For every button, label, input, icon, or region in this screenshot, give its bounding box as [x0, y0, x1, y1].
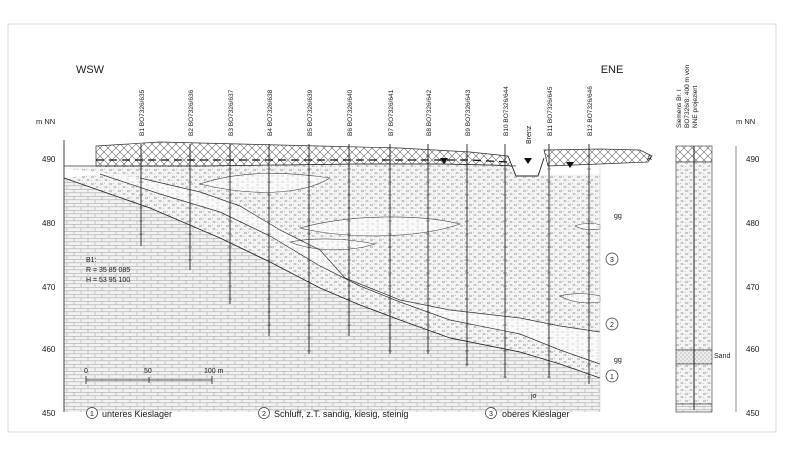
borehole-label-3: B3 BO7326/637: [228, 89, 235, 136]
borehole-label-5: B5 BO7326/639: [307, 89, 314, 136]
silt-layer: [100, 174, 600, 364]
coord-r: R = 35 85 085: [86, 267, 130, 274]
groundwater-line: [96, 159, 509, 163]
circle-label-3: 3: [605, 252, 619, 266]
right-elevation-axis: 490 480 470 460 450: [735, 146, 760, 418]
tick-label-490-right: 490: [746, 155, 760, 164]
gg-label-lower: gg: [614, 357, 622, 364]
fill-label-a: A: [647, 155, 652, 162]
legend-text-2: Schluff, z.T. sandig, kiesig, steinig: [274, 409, 408, 419]
scale-bar: 0 50 100 m: [84, 368, 224, 384]
lower-gravel-layer: [64, 174, 600, 378]
coord-h: H = 53 95 100: [86, 277, 130, 284]
boreholes: [139, 144, 591, 384]
tick-label-450: 450: [42, 409, 56, 418]
svg-text:2: 2: [262, 411, 266, 418]
tick-label-460-right: 460: [746, 345, 760, 354]
svg-text:1: 1: [610, 374, 614, 381]
borehole-label-10: B10 BO7326/644: [503, 86, 510, 136]
jo-label: jo: [530, 393, 537, 400]
borehole-labels: B1 BO7326/635 B2 BO7326/636 B3 BO7326/637 B…: [139, 86, 594, 136]
legend-text-1: unteres Kieslager: [102, 409, 172, 419]
direction-right-label: ENE: [601, 64, 624, 76]
legend-item-1: 1 unteres Kieslager: [86, 407, 172, 419]
circle-label-1: 1: [605, 369, 619, 383]
left-elevation-axis: 490 480 470 460 450: [42, 146, 65, 418]
fill-layer-a-east: [543, 148, 653, 167]
tick-label-480-right: 480: [746, 219, 760, 228]
tick-label-450-right: 450: [746, 409, 760, 418]
borehole-label-12: B12 BO7326/646: [587, 86, 594, 136]
tick-label-490: 490: [42, 155, 56, 164]
borehole-label-6: B6 BO7326/640: [347, 89, 354, 136]
svg-text:3: 3: [610, 257, 614, 264]
axis-unit-right: m NN: [736, 117, 755, 126]
scale-end: 100 m: [204, 368, 224, 375]
tick-label-470: 470: [42, 283, 56, 292]
svg-text:1: 1: [90, 411, 94, 418]
siemens-column: Siemens Br. I BO7326/8: 400 m von NNE pr…: [675, 64, 730, 413]
tick-label-460: 460: [42, 345, 56, 354]
circle-label-2: 2: [605, 317, 619, 331]
scale-mid: 50: [144, 368, 152, 375]
direction-left-label: WSW: [76, 64, 105, 76]
borehole-label-9: B9 BO7326/643: [465, 89, 472, 136]
tick-label-480: 480: [42, 219, 56, 228]
siemens-header-3: NNE projeziert: [692, 86, 699, 128]
legend: 1 unteres Kieslager 2 Schluff, z.T. sand…: [86, 407, 570, 419]
legend-text-3: oberes Kieslager: [502, 409, 570, 419]
siemens-header-1: Siemens Br. I: [676, 89, 683, 128]
borehole-label-2: B2 BO7326/636: [188, 89, 195, 136]
axis-unit-left: m NN: [36, 117, 55, 126]
gg-label-upper: gg: [614, 213, 622, 220]
borehole-label-11: B11 BO7326/645: [547, 86, 554, 136]
water-level-marker: [440, 158, 448, 164]
svg-text:3: 3: [489, 411, 493, 418]
scale-zero: 0: [84, 368, 88, 375]
borehole-label-7: B7 BO7326/641: [388, 89, 395, 136]
brenz-label: Brenz: [526, 125, 533, 144]
borehole-label-1: B1 BO7326/635: [139, 89, 146, 136]
silt-lens: [298, 216, 462, 237]
coord-title: B1:: [86, 257, 97, 264]
borehole-label-8: B8 BO7326/642: [426, 89, 433, 136]
borehole-label-4: B4 BO7326/638: [267, 89, 274, 136]
sand-label: Sand: [714, 353, 730, 360]
siemens-header-2: BO7326/8: 400 m von: [684, 64, 691, 128]
legend-item-2: 2 Schluff, z.T. sandig, kiesig, steinig: [258, 407, 408, 419]
svg-text:2: 2: [610, 322, 614, 329]
water-level-marker: [524, 158, 532, 164]
legend-item-3: 3 oberes Kieslager: [485, 407, 570, 419]
bedrock-layer: [64, 178, 600, 412]
silt-lens: [288, 238, 377, 251]
tick-label-470-right: 470: [746, 283, 760, 292]
silt-lens: [198, 173, 331, 193]
section-body: [63, 140, 653, 412]
water-level-marker: [566, 162, 574, 168]
